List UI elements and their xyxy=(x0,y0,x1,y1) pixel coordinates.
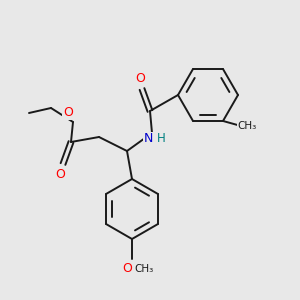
Text: CH₃: CH₃ xyxy=(237,121,256,131)
Text: O: O xyxy=(55,167,65,181)
Text: O: O xyxy=(135,73,145,85)
Text: H: H xyxy=(157,133,165,146)
Text: O: O xyxy=(63,106,73,119)
Text: N: N xyxy=(143,133,153,146)
Text: CH₃: CH₃ xyxy=(134,264,154,274)
Text: O: O xyxy=(122,262,132,275)
